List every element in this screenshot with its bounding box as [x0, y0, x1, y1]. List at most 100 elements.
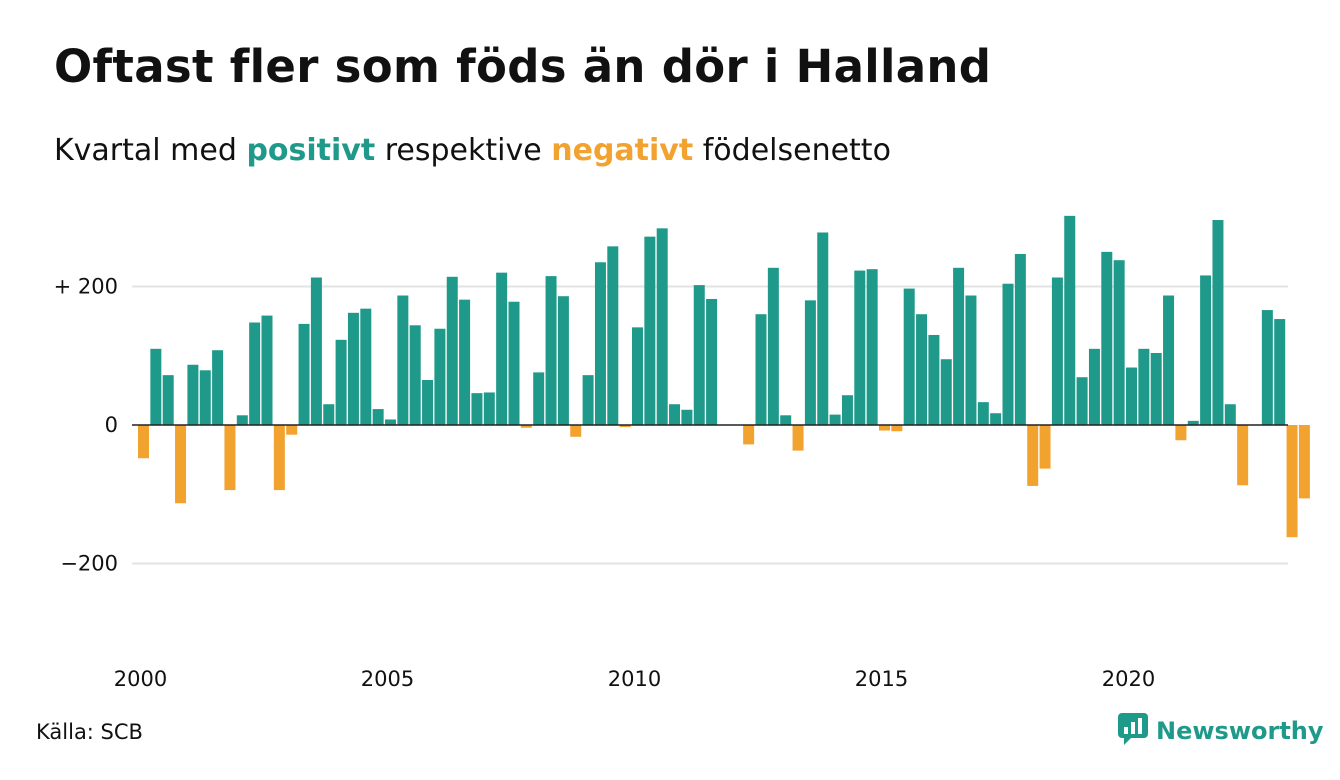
bar-positive: [1187, 420, 1199, 425]
bar-negative: [138, 425, 149, 459]
bar-positive: [669, 404, 681, 425]
bar-negative: [1039, 425, 1051, 469]
bar-positive: [644, 236, 656, 425]
bar-positive: [656, 228, 668, 425]
bar-positive: [841, 395, 853, 425]
bar-positive: [594, 262, 606, 425]
bar-positive: [323, 404, 335, 425]
bar-negative: [1175, 425, 1187, 441]
bar-positive: [434, 328, 446, 425]
bar-positive: [706, 298, 718, 425]
bar-negative: [224, 425, 236, 491]
bar-negative: [520, 425, 532, 428]
x-tick-label: 2015: [855, 667, 908, 691]
bar-positive: [804, 300, 816, 425]
bar-positive: [965, 295, 977, 425]
bar-negative: [619, 425, 631, 428]
bar-positive: [533, 372, 545, 425]
subtitle-middle: respektive: [384, 133, 542, 168]
bar-positive: [446, 276, 458, 425]
bar-positive: [829, 414, 841, 425]
bar-positive: [347, 312, 359, 425]
bar-positive: [1014, 253, 1026, 425]
bar-positive: [1261, 310, 1273, 425]
bar-positive: [496, 272, 508, 425]
bar-negative: [879, 425, 890, 431]
bar-positive: [557, 296, 569, 425]
x-tick-label: 2000: [114, 667, 167, 691]
bar-negative: [175, 425, 187, 504]
bar-positive: [1076, 377, 1088, 425]
bar-positive: [866, 269, 878, 425]
bar-positive: [298, 323, 310, 425]
chart-subtitle: Kvartal med positivt respektive negativt…: [54, 133, 891, 168]
newsworthy-logo-icon: [1118, 713, 1148, 749]
bar-positive: [1200, 275, 1212, 425]
bar-positive: [607, 246, 619, 425]
x-tick-label: 2020: [1102, 667, 1155, 691]
bar-positive: [236, 415, 248, 425]
bar-positive: [261, 315, 273, 425]
bar-positive: [693, 285, 705, 425]
bar-positive: [767, 267, 779, 425]
bar-positive: [755, 314, 767, 425]
bar-positive: [162, 375, 174, 425]
bar-positive: [212, 350, 224, 425]
bar-positive: [372, 409, 384, 425]
bar-positive: [1150, 352, 1162, 425]
bar-positive: [422, 379, 434, 425]
bar-positive: [1051, 277, 1063, 425]
bar-positive: [940, 359, 952, 425]
chart-bars: [138, 215, 1310, 538]
y-tick-label: 0: [105, 413, 118, 437]
subtitle-lead: Kvartal med: [54, 133, 237, 168]
chart-title: Oftast fler som föds än dör i Halland: [54, 40, 992, 93]
bar-positive: [681, 409, 693, 425]
bar-positive: [1113, 260, 1125, 425]
bar-positive: [310, 277, 322, 425]
source-note: Källa: SCB: [36, 720, 143, 744]
bar-positive: [817, 232, 829, 425]
bar-positive: [249, 322, 261, 425]
bar-positive: [903, 288, 915, 425]
bar-positive: [854, 270, 866, 425]
bar-positive: [360, 308, 372, 425]
bar-negative: [1298, 425, 1310, 499]
bar-positive: [483, 392, 495, 425]
subtitle-positive: positivt: [246, 133, 376, 168]
bar-positive: [1101, 251, 1113, 425]
bar-negative: [570, 425, 582, 437]
bar-positive: [977, 402, 989, 425]
bar-positive: [1088, 348, 1100, 425]
bar-positive: [199, 370, 211, 425]
bar-positive: [150, 348, 162, 425]
bar-positive: [545, 276, 557, 425]
subtitle-tail: födelsenetto: [702, 133, 891, 168]
brand-name: Newsworthy: [1156, 717, 1324, 745]
bar-positive: [1274, 319, 1286, 425]
bar-negative: [891, 425, 903, 432]
bar-positive: [582, 375, 594, 425]
brand-logo[interactable]: Newsworthy: [1118, 713, 1324, 749]
bar-negative: [286, 425, 298, 435]
bar-positive: [953, 267, 965, 425]
bar-positive: [1163, 295, 1175, 425]
bar-positive: [187, 364, 199, 425]
bar-positive: [990, 413, 1002, 425]
bar-positive: [928, 334, 940, 425]
bar-positive: [1064, 215, 1076, 425]
bar-positive: [459, 299, 471, 425]
bar-positive: [780, 415, 792, 425]
chart-gridlines: [132, 285, 1288, 565]
bar-positive: [632, 327, 643, 425]
bar-negative: [1027, 425, 1039, 486]
bar-negative: [792, 425, 804, 451]
bar-positive: [1138, 348, 1150, 425]
bar-positive: [508, 301, 520, 425]
bar-positive: [471, 393, 483, 425]
bar-positive: [409, 325, 421, 425]
bar-positive: [1224, 404, 1236, 425]
bar-positive: [335, 339, 347, 425]
bar-positive: [916, 314, 928, 425]
